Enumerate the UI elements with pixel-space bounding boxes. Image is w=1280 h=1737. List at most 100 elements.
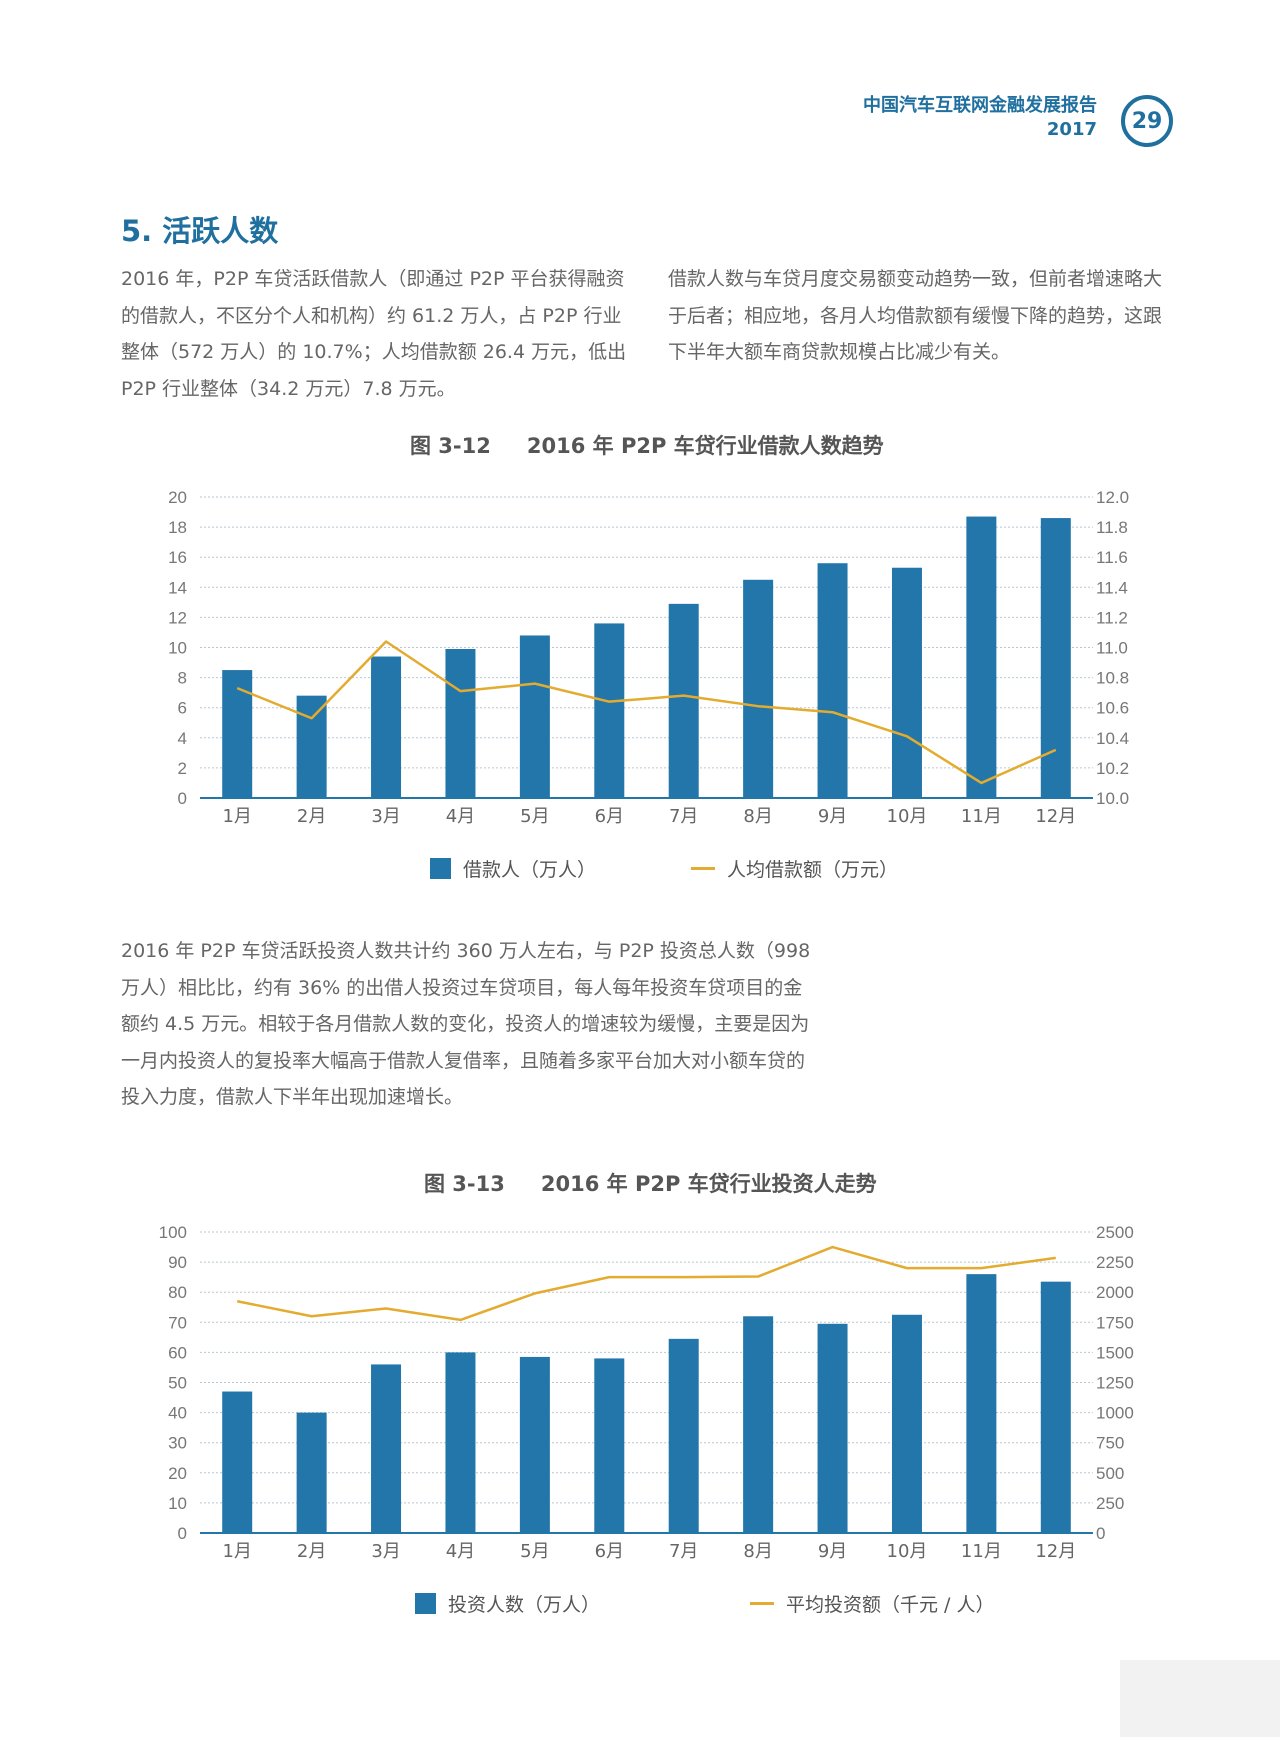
bar: [743, 579, 774, 798]
y-tick-label-right: 10.8: [1096, 669, 1129, 688]
x-tick-label: 4月: [446, 1541, 475, 1562]
bar: [668, 603, 699, 798]
page-number: 29: [1131, 108, 1163, 134]
y-tick-label-right: 11.4: [1096, 578, 1128, 597]
x-tick-label: 9月: [818, 1541, 847, 1562]
y-tick-label-left: 40: [168, 1404, 187, 1423]
y-tick-label-right: 10.6: [1096, 699, 1129, 718]
bar: [371, 656, 402, 798]
x-tick-label: 10月: [887, 1541, 928, 1562]
figure-number: 图 3-13: [424, 1172, 505, 1196]
legend-label: 人均借款额（万元）: [727, 859, 899, 881]
legend-item-line: 平均投资额（千元 / 人）: [750, 1590, 995, 1617]
bar: [966, 1274, 997, 1533]
x-tick-label: 9月: [818, 806, 847, 827]
paragraph-investors: 2016 年 P2P 车贷活跃投资人数共计约 360 万人左右，与 P2P 投资…: [121, 940, 811, 1108]
legend-label: 平均投资额（千元 / 人）: [786, 1594, 995, 1616]
x-tick-label: 8月: [743, 806, 772, 827]
report-year: 2017: [1046, 119, 1097, 140]
line-series: [236, 1245, 1056, 1322]
x-tick-label: 7月: [669, 1541, 698, 1562]
y-tick-label-right: 12.0: [1096, 488, 1129, 507]
page-corner-decoration: [1120, 1660, 1280, 1737]
x-tick-label: 10月: [887, 806, 928, 827]
y-tick-label-left: 8: [178, 669, 187, 688]
bar: [817, 563, 848, 798]
y-tick-label-right: 750: [1096, 1434, 1124, 1453]
y-tick-label-right: 10.4: [1096, 729, 1129, 748]
legend-label: 投资人数（万人）: [448, 1594, 601, 1616]
figure-title-3-12: 图 3-12 2016 年 P2P 车贷行业借款人数趋势: [410, 430, 884, 460]
bar: [445, 1352, 476, 1533]
y-tick-label-right: 1250: [1096, 1374, 1134, 1393]
figure-number: 图 3-12: [410, 434, 491, 458]
y-tick-label-left: 10: [168, 639, 187, 658]
bar: [222, 1391, 253, 1533]
chart-legend-2: 投资人数（万人） 平均投资额（千元 / 人）: [415, 1590, 995, 1617]
x-tick-label: 6月: [595, 1541, 624, 1562]
line-series: [236, 640, 1057, 785]
y-tick-label-right: 11.8: [1096, 518, 1128, 537]
report-header: 中国汽车互联网金融发展报告 2017: [863, 94, 1097, 142]
bar: [1040, 1281, 1071, 1533]
x-tick-label: 5月: [520, 806, 549, 827]
legend-line-swatch: [691, 867, 716, 870]
y-tick-label-right: 1500: [1096, 1343, 1134, 1362]
figure-title-3-13: 图 3-13 2016 年 P2P 车贷行业投资人走势: [424, 1168, 877, 1198]
bar: [296, 1412, 327, 1533]
y-tick-label-left: 14: [168, 578, 187, 597]
y-tick-label-left: 20: [168, 1464, 187, 1483]
x-tick-label: 8月: [743, 1541, 772, 1562]
legend-bar-swatch: [415, 1593, 436, 1614]
x-tick-label: 1月: [222, 806, 251, 827]
legend-item-line: 人均借款额（万元）: [691, 855, 898, 882]
x-tick-label: 2月: [297, 806, 326, 827]
y-tick-label-left: 4: [178, 729, 187, 748]
x-tick-label: 1月: [222, 1541, 251, 1562]
report-title: 中国汽车互联网金融发展报告: [863, 95, 1097, 116]
paragraph-trend: 借款人数与车贷月度交易额变动趋势一致，但前者增速略大于后者；相应地，各月人均借款…: [668, 268, 1163, 363]
y-tick-label-left: 12: [168, 608, 187, 627]
y-tick-label-right: 10.2: [1096, 759, 1129, 778]
bar: [594, 1358, 625, 1533]
y-tick-label-left: 80: [168, 1283, 187, 1302]
x-tick-label: 12月: [1035, 806, 1076, 827]
y-tick-label-right: 1000: [1096, 1404, 1134, 1423]
legend-label: 借款人（万人）: [463, 859, 597, 881]
y-tick-label-left: 16: [168, 548, 187, 567]
x-tick-label: 3月: [371, 806, 400, 827]
bar: [817, 1323, 848, 1533]
x-tick-label: 4月: [446, 806, 475, 827]
bar: [743, 1316, 774, 1533]
y-tick-label-right: 250: [1096, 1494, 1124, 1513]
bar: [594, 623, 625, 798]
chart-legend-1: 借款人（万人） 人均借款额（万元）: [430, 855, 898, 882]
bar: [891, 567, 922, 798]
legend-item-bar: 借款人（万人）: [430, 855, 596, 882]
paragraph-borrowers: 2016 年，P2P 车贷活跃借款人（即通过 P2P 平台获得融资的借款人，不区…: [121, 268, 627, 400]
y-tick-label-right: 11.0: [1096, 639, 1128, 658]
bar: [371, 1364, 402, 1533]
y-tick-label-left: 90: [168, 1253, 187, 1272]
x-tick-label: 6月: [595, 806, 624, 827]
y-tick-label-left: 60: [168, 1343, 187, 1362]
figure-caption: 2016 年 P2P 车贷行业借款人数趋势: [526, 434, 884, 458]
page-number-badge: 29: [1121, 95, 1173, 147]
x-tick-label: 11月: [961, 1541, 1002, 1562]
x-tick-label: 11月: [961, 806, 1002, 827]
x-tick-label: 7月: [669, 806, 698, 827]
y-tick-label-right: 11.6: [1096, 548, 1128, 567]
bar: [668, 1338, 699, 1533]
bar: [891, 1314, 922, 1533]
y-tick-label-right: 2250: [1096, 1253, 1134, 1272]
y-tick-label-left: 30: [168, 1434, 187, 1453]
figure-caption: 2016 年 P2P 车贷行业投资人走势: [540, 1172, 877, 1196]
y-tick-label-right: 11.2: [1096, 608, 1128, 627]
investors-chart: 0102030405060708090100025050075010001250…: [159, 1223, 1134, 1562]
y-tick-label-left: 0: [178, 1524, 187, 1543]
bar: [966, 516, 997, 798]
section-heading: 5. 活跃人数: [121, 214, 279, 248]
bar: [296, 695, 327, 798]
x-tick-label: 3月: [371, 1541, 400, 1562]
y-tick-label-left: 10: [168, 1494, 187, 1513]
